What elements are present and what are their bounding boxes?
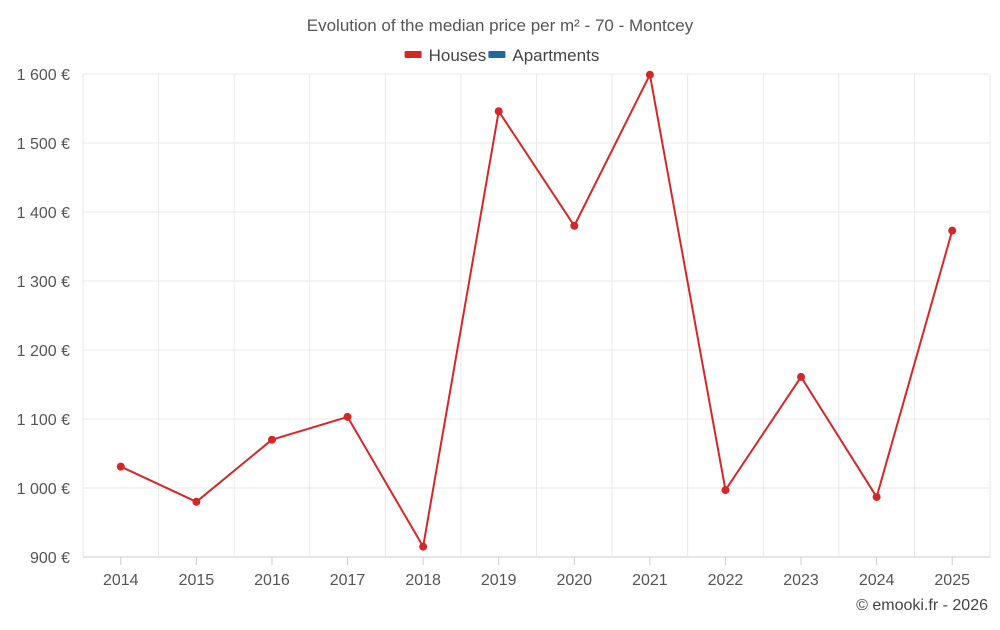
data-point[interactable] — [948, 226, 957, 235]
x-tick-label: 2015 — [179, 572, 215, 589]
series-layer — [116, 70, 957, 551]
y-tick-label: 1 600 € — [17, 67, 70, 84]
legend-swatch — [488, 51, 506, 58]
y-tick-label: 1 300 € — [17, 274, 70, 291]
x-tick-label: 2024 — [859, 572, 895, 589]
x-tick-label: 2014 — [103, 572, 139, 589]
data-point[interactable] — [721, 486, 730, 495]
legend: Houses Apartments — [404, 46, 599, 65]
y-tick-label: 1 000 € — [17, 481, 70, 498]
x-tick-label: 2019 — [481, 572, 517, 589]
chart-title: Evolution of the median price per m² - 7… — [307, 16, 694, 35]
credit-text: © emooki.fr - 2026 — [856, 597, 988, 614]
data-point[interactable] — [797, 372, 806, 381]
data-point[interactable] — [419, 542, 428, 551]
grid — [82, 73, 991, 558]
y-tick-label: 1 100 € — [17, 412, 70, 429]
data-point[interactable] — [872, 492, 881, 501]
data-point[interactable] — [645, 70, 654, 79]
data-point[interactable] — [570, 221, 579, 230]
data-point[interactable] — [267, 435, 276, 444]
legend-label[interactable]: Houses — [429, 46, 487, 65]
y-tick-label: 1 200 € — [17, 343, 70, 360]
y-tick-label: 1 400 € — [17, 205, 70, 222]
x-tick-label: 2021 — [632, 572, 668, 589]
x-tick-label: 2016 — [254, 572, 290, 589]
legend-label[interactable]: Apartments — [512, 46, 599, 65]
data-point[interactable] — [116, 462, 125, 471]
series-line-houses — [120, 73, 954, 548]
axes: 900 € 1 000 € 1 100 € 1 200 € 1 300 € 1 400 €… — [17, 67, 970, 589]
x-tick-label: 2022 — [708, 572, 744, 589]
y-tick-label: 900 € — [30, 550, 70, 567]
y-tick-label: 1 500 € — [17, 136, 70, 153]
data-point[interactable] — [343, 412, 352, 421]
data-point[interactable] — [494, 107, 503, 116]
data-point[interactable] — [192, 497, 201, 506]
x-tick-label: 2018 — [405, 572, 441, 589]
x-tick-label: 2025 — [934, 572, 970, 589]
legend-swatch — [404, 51, 422, 58]
x-tick-label: 2023 — [783, 572, 819, 589]
x-tick-label: 2017 — [330, 572, 366, 589]
x-tick-label: 2020 — [556, 572, 592, 589]
